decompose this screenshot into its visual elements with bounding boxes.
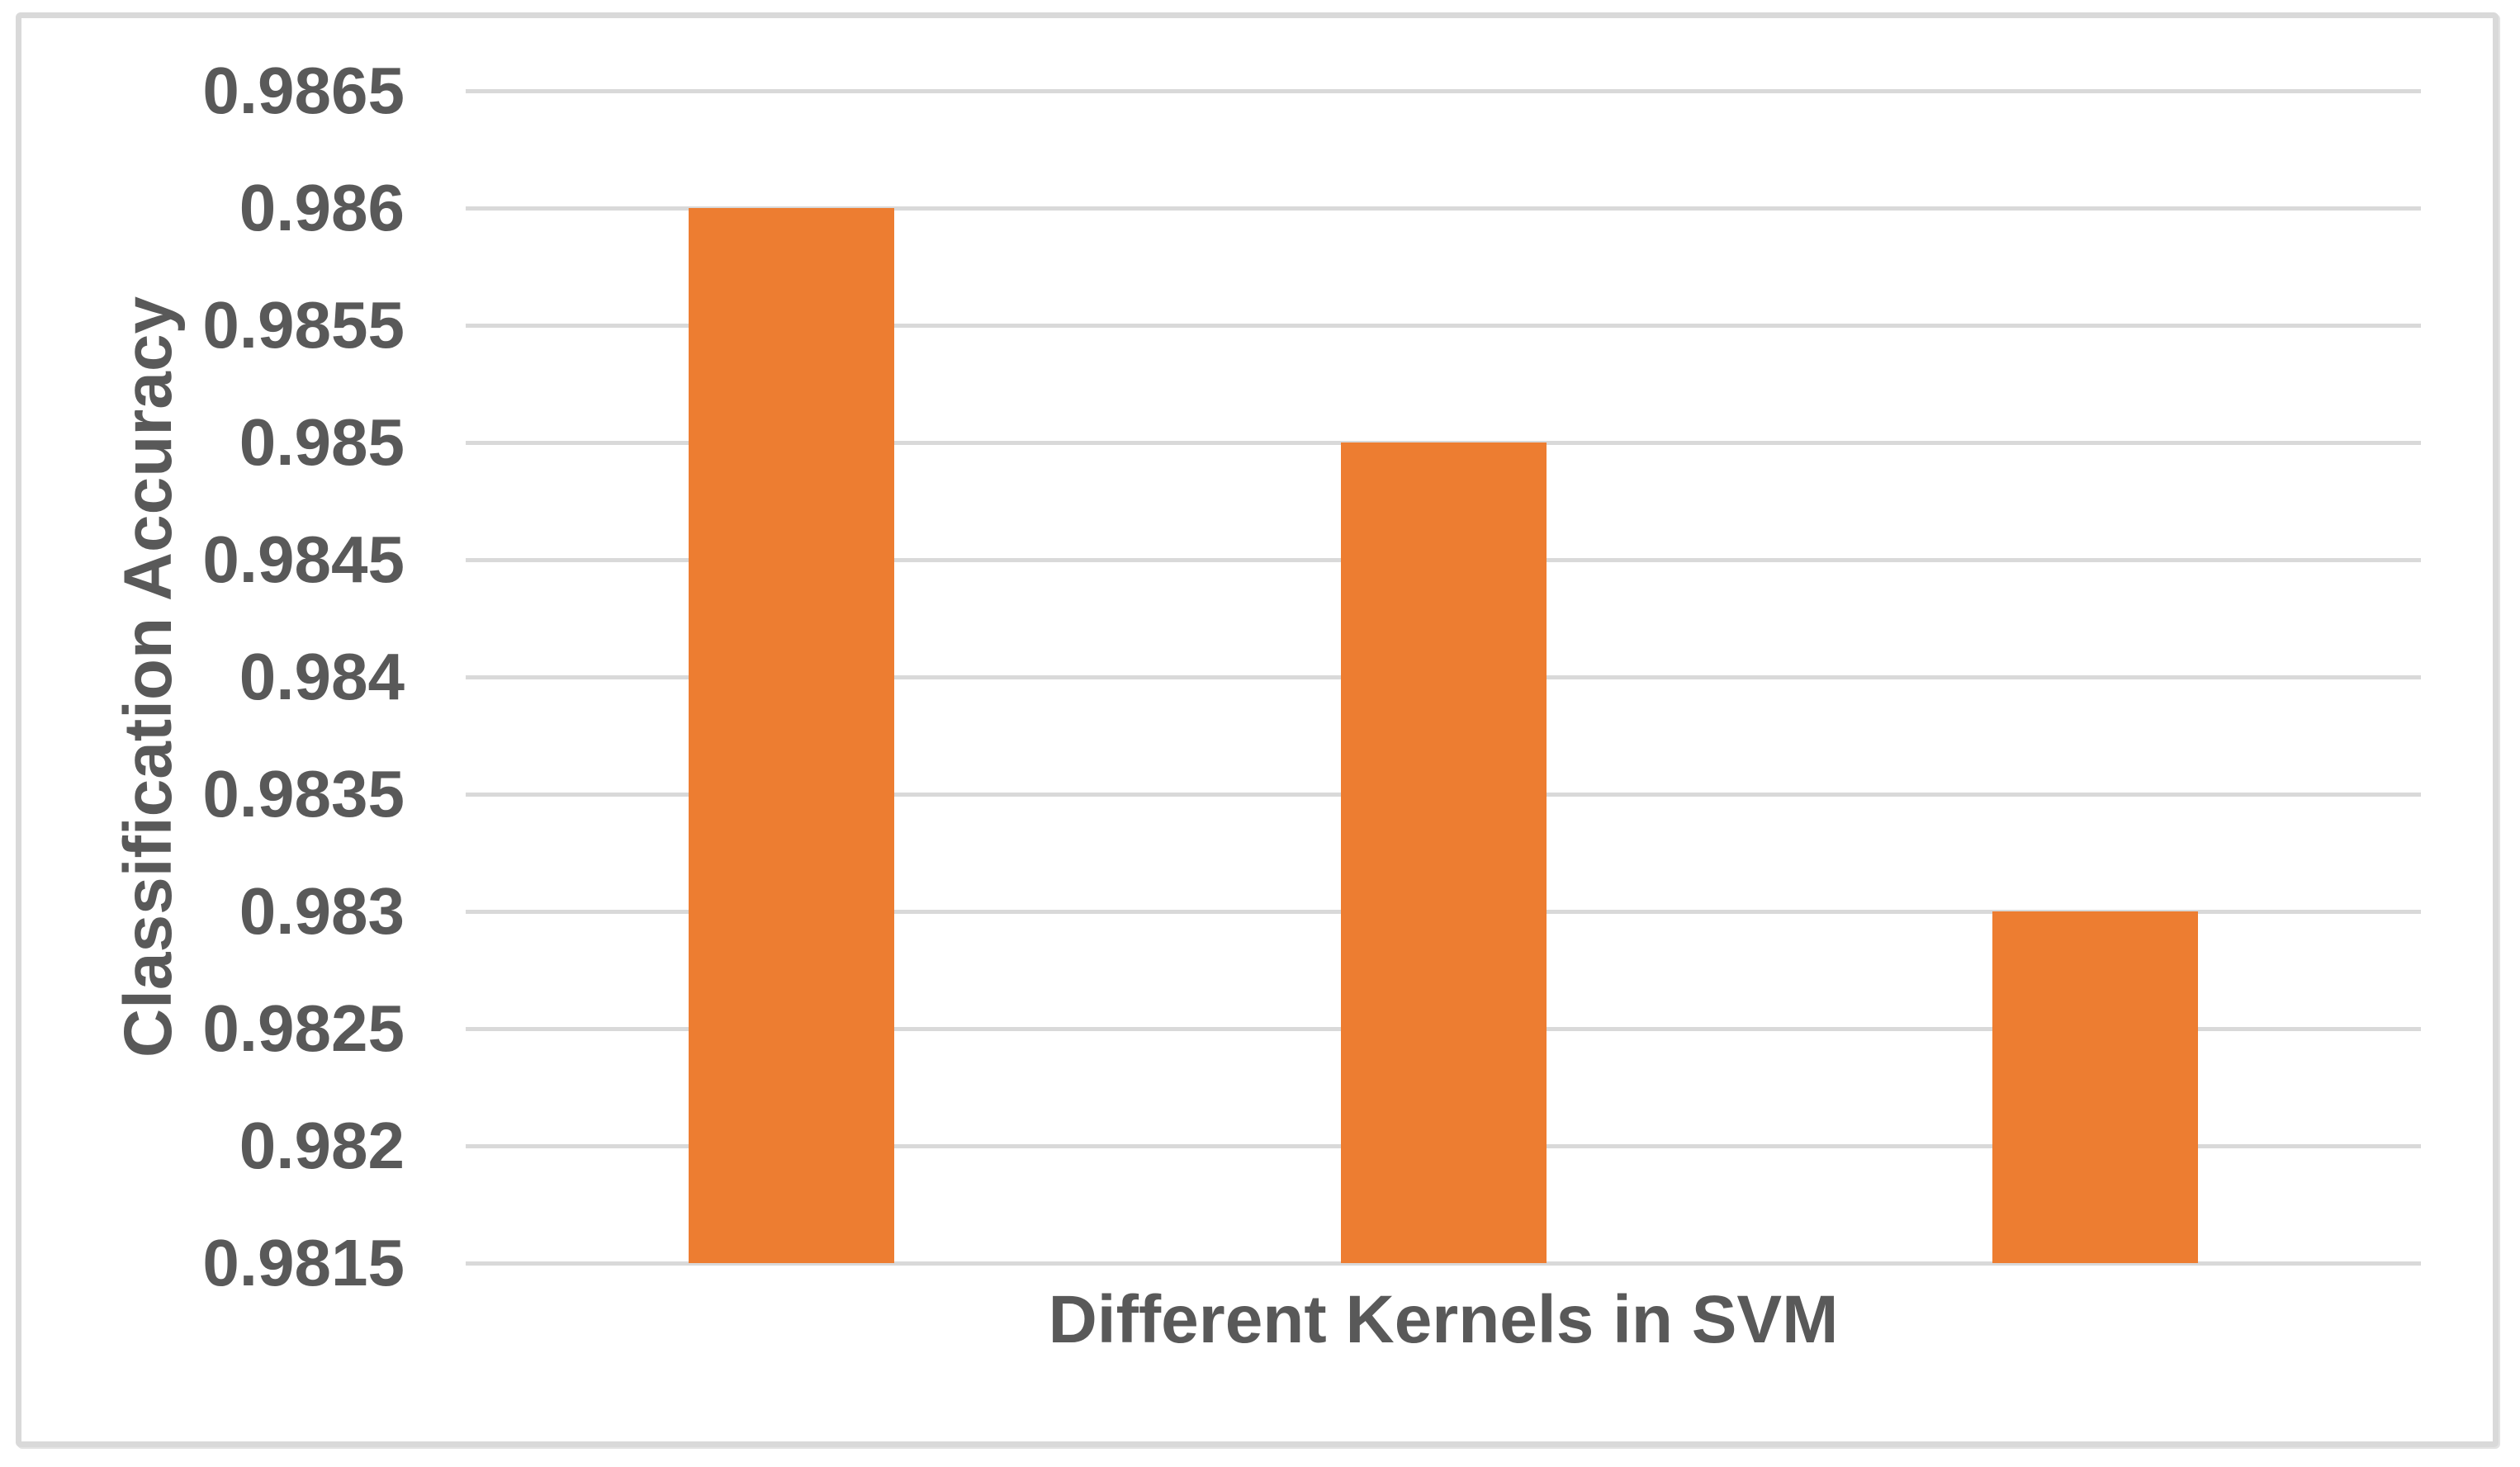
x-axis-title: Different Kernels in SVM: [1048, 1282, 1839, 1357]
bar-kernel-3: [1992, 911, 2198, 1263]
y-axis-tick-label: 0.982: [239, 1109, 405, 1182]
y-axis-tick-label: 0.9835: [202, 757, 405, 831]
y-axis-tick-label: 0.9845: [202, 523, 405, 596]
gridline: [466, 206, 2421, 211]
y-axis-tick-label: 0.9855: [202, 288, 405, 362]
gridline: [466, 89, 2421, 93]
y-axis-tick-label: 0.9825: [202, 991, 405, 1065]
y-axis-tick-label: 0.985: [239, 405, 405, 479]
bar-kernel-1: [689, 208, 895, 1263]
y-axis-tick-label: 0.9815: [202, 1226, 405, 1299]
gridline: [466, 324, 2421, 328]
gridline: [466, 1261, 2421, 1266]
bar-kernel-2: [1340, 442, 1547, 1263]
y-axis-tick-label: 0.986: [239, 171, 405, 244]
y-axis-tick-label: 0.984: [239, 640, 405, 713]
y-axis-tick-label: 0.983: [239, 874, 405, 948]
y-axis-tick-label: 0.9865: [202, 54, 405, 127]
y-axis-title: Classification Accuracy: [111, 296, 186, 1058]
